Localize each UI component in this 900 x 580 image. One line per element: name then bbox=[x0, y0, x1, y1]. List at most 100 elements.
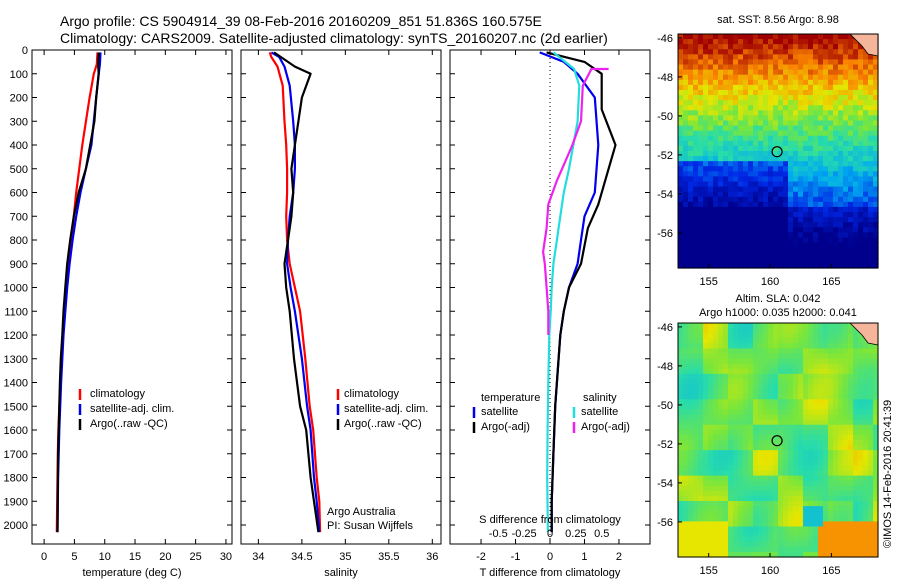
map-cell bbox=[778, 79, 784, 86]
map-cell bbox=[863, 394, 869, 400]
map-cell bbox=[843, 156, 849, 162]
map-cell bbox=[863, 521, 869, 528]
map-cell bbox=[808, 171, 814, 178]
map-cell bbox=[753, 252, 759, 259]
map-cell bbox=[708, 465, 714, 472]
map-cell bbox=[688, 516, 694, 522]
map-cell bbox=[838, 69, 844, 76]
map-cell bbox=[868, 105, 874, 111]
map-cell bbox=[793, 252, 799, 259]
map-cell bbox=[868, 546, 874, 553]
map-cell bbox=[853, 460, 859, 467]
map-cell bbox=[693, 526, 699, 533]
map-cell bbox=[778, 54, 784, 61]
map-cell bbox=[683, 429, 689, 436]
map-cell bbox=[683, 145, 689, 152]
map-cell bbox=[703, 455, 709, 461]
map-cell bbox=[688, 541, 694, 548]
map-cell bbox=[708, 222, 714, 228]
map-cell bbox=[743, 44, 749, 50]
map-cell bbox=[683, 450, 689, 456]
map-cell bbox=[813, 186, 819, 193]
map-cell bbox=[718, 196, 724, 203]
map-cell bbox=[803, 490, 809, 497]
map-cell bbox=[698, 338, 704, 344]
map-cell bbox=[703, 44, 709, 50]
map-cell bbox=[743, 343, 749, 350]
map-cell bbox=[793, 191, 799, 198]
map-cell bbox=[788, 531, 794, 538]
map-cell bbox=[698, 247, 704, 254]
map-cell bbox=[788, 389, 794, 395]
map-cell bbox=[843, 470, 849, 477]
map-cell bbox=[728, 338, 734, 344]
map-cell bbox=[693, 455, 699, 461]
map-cell bbox=[698, 39, 704, 45]
map-cell bbox=[778, 373, 784, 380]
map-cell bbox=[853, 171, 859, 178]
map-cell bbox=[828, 206, 834, 213]
map-cell bbox=[713, 39, 719, 45]
map-cell bbox=[813, 541, 819, 548]
map-cell bbox=[778, 95, 784, 101]
map-cell bbox=[808, 140, 814, 147]
map-cell bbox=[718, 440, 724, 446]
map-cell bbox=[688, 465, 694, 472]
map-cell bbox=[678, 470, 684, 477]
map-cell bbox=[748, 373, 754, 380]
map-cell bbox=[783, 247, 789, 254]
map-cell bbox=[778, 409, 784, 416]
map-cell bbox=[738, 551, 744, 558]
map-cell bbox=[833, 521, 839, 528]
map-cell bbox=[833, 135, 839, 142]
map-cell bbox=[733, 166, 739, 172]
map-cell bbox=[808, 130, 814, 137]
map-cell bbox=[823, 125, 829, 132]
map-cell bbox=[698, 445, 704, 451]
map-cell bbox=[703, 161, 709, 167]
map-cell bbox=[808, 531, 814, 538]
map-cell bbox=[738, 546, 744, 553]
map-cell bbox=[798, 536, 804, 543]
map-cell bbox=[863, 501, 869, 507]
map-cell bbox=[823, 181, 829, 188]
map-cell bbox=[698, 440, 704, 446]
map-cell bbox=[758, 373, 764, 380]
map-cell bbox=[728, 485, 734, 492]
map-cell bbox=[818, 151, 824, 157]
map-cell bbox=[718, 368, 724, 375]
map-cell bbox=[703, 156, 709, 162]
map-cell bbox=[743, 105, 749, 111]
map-cell bbox=[853, 389, 859, 395]
map-cell bbox=[743, 54, 749, 61]
map-cell bbox=[763, 54, 769, 61]
map-cell bbox=[768, 237, 774, 244]
map-cell bbox=[873, 506, 879, 512]
map-cell bbox=[693, 95, 699, 101]
map-cell bbox=[783, 166, 789, 172]
map-cell bbox=[778, 343, 784, 350]
map-cell bbox=[768, 140, 774, 147]
map-cell bbox=[693, 89, 699, 96]
map-cell bbox=[698, 536, 704, 543]
map-cell bbox=[688, 156, 694, 162]
map-cell bbox=[803, 120, 809, 127]
map-cell bbox=[808, 384, 814, 390]
map-cell bbox=[703, 39, 709, 45]
map-cell bbox=[873, 171, 879, 178]
map-cell bbox=[843, 34, 849, 40]
map-cell bbox=[828, 257, 834, 264]
map-cell bbox=[748, 125, 754, 132]
map-cell bbox=[788, 166, 794, 172]
map-cell bbox=[788, 186, 794, 193]
map-cell bbox=[788, 54, 794, 61]
map-cell bbox=[788, 353, 794, 360]
map-cell bbox=[733, 130, 739, 137]
map-cell bbox=[828, 384, 834, 390]
map-cell bbox=[773, 156, 779, 162]
map-cell bbox=[828, 125, 834, 132]
map-cell bbox=[788, 434, 794, 441]
map-cell bbox=[773, 247, 779, 254]
map-cell bbox=[798, 161, 804, 167]
map-cell bbox=[713, 531, 719, 538]
